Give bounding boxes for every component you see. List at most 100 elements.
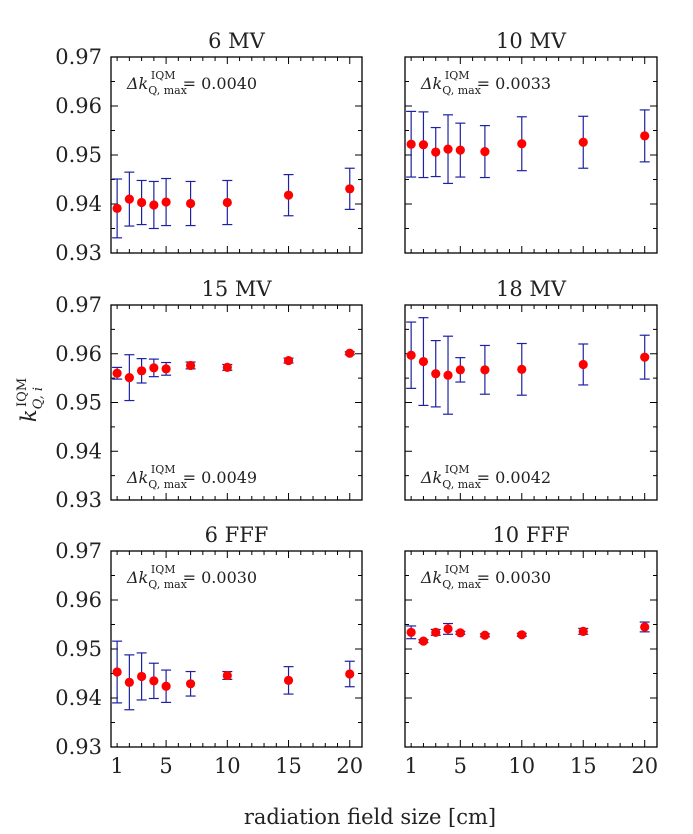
panel-title: 10 FFF (492, 523, 569, 547)
data-point (517, 139, 527, 149)
data-point (406, 139, 416, 149)
panel-title: 15 MV (201, 277, 272, 301)
data-point (112, 667, 122, 677)
y-tick-label: 0.93 (55, 241, 102, 265)
data-point (283, 675, 294, 685)
data-point (137, 671, 147, 682)
data-point (124, 194, 134, 204)
x-tick-label: 1 (404, 754, 417, 778)
data-point (124, 677, 134, 687)
data-point (149, 363, 159, 373)
data-point (443, 624, 453, 634)
data-point (345, 669, 355, 679)
delta-k-annotation: ΔkQ, maxIQM = 0.0030 (126, 563, 257, 591)
panel-1: 6 MV 0.93 0.94 0.95 0.96 0.97 ΔkQ, maxIQM = 0.… (55, 29, 363, 265)
data-point (112, 368, 122, 378)
panel-title: 6 FFF (205, 523, 269, 547)
delta-k-annotation: ΔkQ, maxIQM = 0.0030 (420, 563, 551, 591)
x-tick-label: 15 (570, 754, 597, 778)
delta-k-annotation: ΔkQ, maxIQM = 0.0040 (126, 69, 257, 97)
data-point (283, 190, 294, 200)
y-tick-label: 0.95 (55, 637, 102, 661)
data-point (640, 622, 650, 632)
y-axis-label: kQ, iIQM (15, 378, 46, 422)
data-point (480, 630, 490, 640)
data-point (480, 365, 490, 375)
y-tick-label: 0.96 (55, 94, 102, 118)
data-point (345, 184, 355, 194)
panel-3: 15 MV 0.93 0.94 0.95 0.96 0.97 ΔkQ, maxIQM = 0… (55, 277, 363, 512)
data-point (345, 348, 355, 358)
data-point (578, 137, 588, 147)
y-tick-label: 0.93 (55, 735, 102, 759)
x-tick-label: 10 (508, 754, 535, 778)
data-point (455, 145, 465, 155)
data-point (480, 146, 490, 157)
data-point (431, 147, 441, 157)
data-point (149, 200, 159, 210)
data-point (161, 681, 171, 691)
data-point (517, 364, 527, 374)
data-point (161, 197, 171, 207)
delta-k-annotation: ΔkQ, maxIQM = 0.0042 (420, 463, 551, 491)
data-point (222, 197, 232, 208)
y-tick-label: 0.96 (55, 588, 102, 612)
data-point (443, 144, 453, 154)
data-point (443, 370, 453, 380)
data-point (455, 365, 465, 375)
x-tick-label: 20 (336, 754, 363, 778)
x-tick-label: 10 (214, 754, 241, 778)
data-point (640, 352, 650, 362)
data-point (418, 356, 429, 367)
data-point (431, 627, 441, 637)
data-point (137, 197, 147, 208)
y-axis-label-sub: Q, i (31, 387, 46, 409)
y-tick-label: 0.93 (55, 488, 102, 512)
data-point (418, 636, 429, 646)
data-point (431, 369, 441, 379)
data-point (222, 670, 232, 681)
x-tick-label: 5 (454, 754, 467, 778)
y-axis-label-sup: IQM (15, 378, 30, 407)
data-point (222, 362, 232, 372)
data-point (517, 630, 527, 640)
y-tick-label: 0.94 (55, 686, 102, 710)
data-point (283, 355, 294, 366)
delta-k-annotation: ΔkQ, maxIQM = 0.0033 (420, 69, 551, 97)
panel-title: 18 MV (496, 277, 567, 301)
panel-2: 10 MV ΔkQ, maxIQM = 0.0033 (404, 29, 658, 254)
data-point (578, 359, 588, 370)
data-point (455, 628, 465, 638)
data-point (185, 198, 196, 209)
y-axis-label-main: k (17, 409, 41, 422)
x-axis-label: radiation field size [cm] (244, 805, 496, 829)
data-point (185, 679, 196, 689)
panels: 6 MV 0.93 0.94 0.95 0.96 0.97 ΔkQ, maxIQM = 0.… (55, 29, 658, 778)
data-point (124, 373, 134, 383)
data-point (578, 626, 588, 636)
y-tick-label: 0.97 (55, 45, 102, 69)
x-tick-label: 20 (631, 754, 658, 778)
panel-title: 10 MV (496, 29, 567, 53)
data-point (137, 366, 147, 376)
panel-4: 18 MV ΔkQ, maxIQM = 0.0042 (404, 277, 658, 501)
data-point (149, 676, 159, 686)
delta-k-annotation: ΔkQ, maxIQM = 0.0049 (126, 463, 257, 491)
data-point (161, 364, 171, 374)
y-tick-label: 0.94 (55, 192, 102, 216)
y-tick-label: 0.95 (55, 391, 102, 415)
y-tick-label: 0.97 (55, 293, 102, 317)
x-tick-label: 15 (275, 754, 302, 778)
panel-title: 6 MV (208, 29, 266, 53)
y-tick-label: 0.95 (55, 143, 102, 167)
data-point (640, 131, 650, 141)
data-point (406, 627, 416, 637)
y-tick-label: 0.97 (55, 539, 102, 563)
data-point (406, 350, 416, 360)
y-tick-label: 0.96 (55, 342, 102, 366)
y-tick-label: 0.94 (55, 439, 102, 463)
x-tick-label: 5 (159, 754, 172, 778)
